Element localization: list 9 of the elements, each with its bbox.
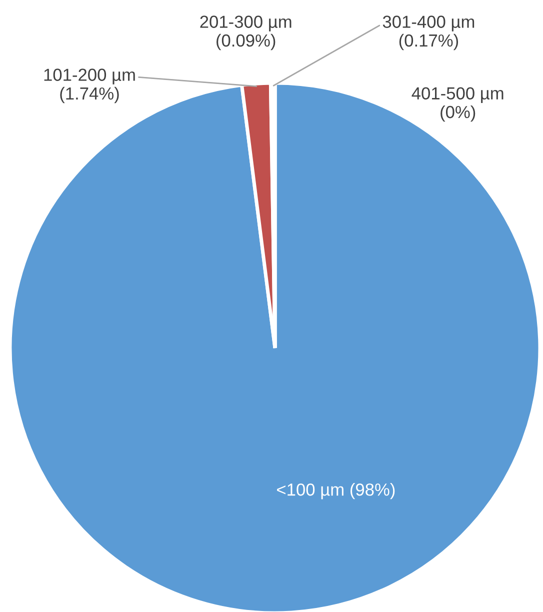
category-label: 401-500 µm [412,87,504,103]
text: (0%) [440,105,476,122]
slice-label: 201-300 µm [200,16,292,32]
slice-label: 301-400 µm [382,16,474,32]
data-label: (0.17%) [399,34,458,50]
data-label: (1.74%) [60,86,119,104]
slice-label: <100 µm (98%) [277,483,395,500]
slice-label: 101-200 µm [44,68,135,84]
data-label: (0.09%) [216,34,276,50]
